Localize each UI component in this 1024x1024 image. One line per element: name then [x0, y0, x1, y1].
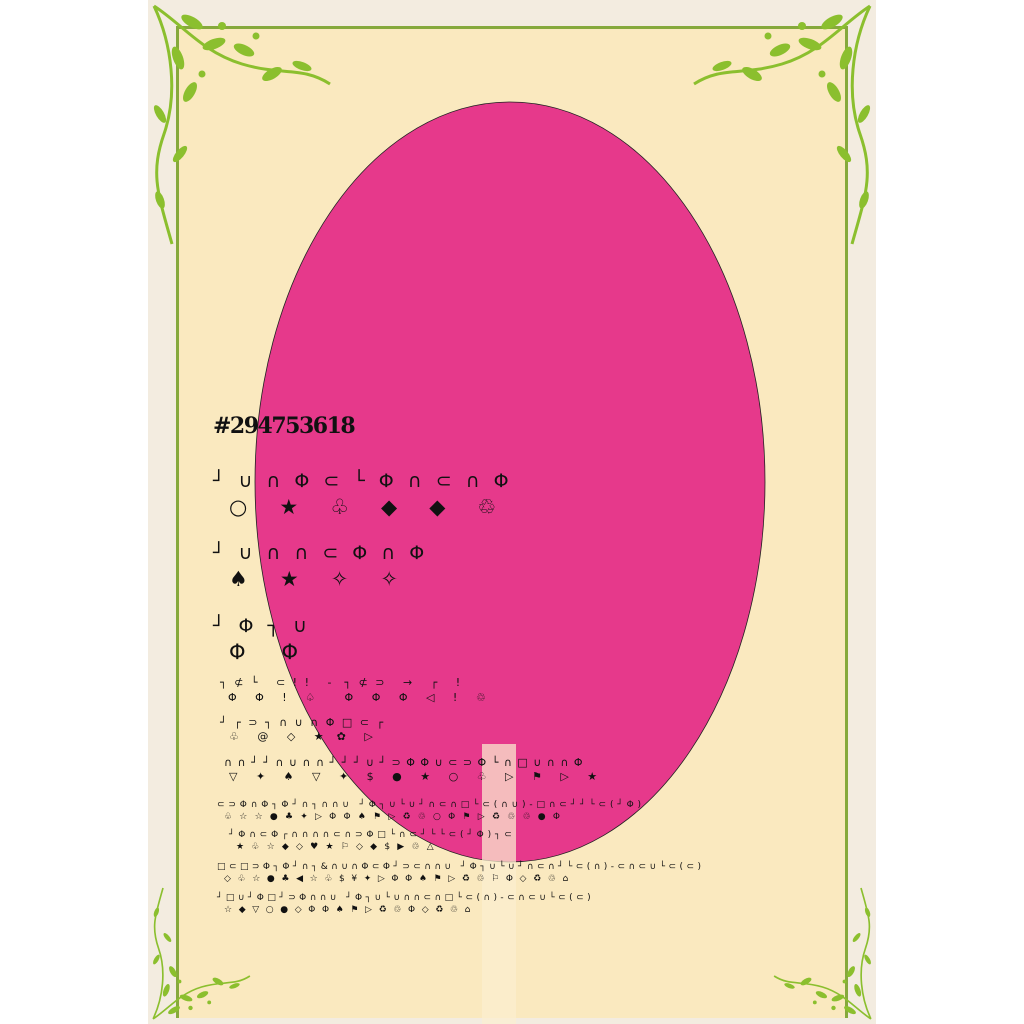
glyph-row-19: ┘ □ ∪ ┘ Φ □ ┘ ⊃ Φ ∩ ∩ ∪ ┘ Φ ┐ ∪ └ ∪ ∩ ∩ … [217, 893, 591, 903]
glyph-row-9: ┘ ┌ ⊃ ┐ ∩ ∪ ∩ Φ □ ⊂ ┌ [220, 716, 386, 729]
glyph-row-10: ♧ @ ◇ ★ ✿ ▷ [229, 730, 375, 743]
glyph-row-5: ┘ Φ ┐ ∪ [213, 615, 311, 637]
glyph-row-14: ♧ ☆ ☆ ● ♣ ✦ ▷ Φ Φ ♠ ⚑ ▷ ♻ ♲ ○ Φ ⚑ ▷ ♻ ♲ … [224, 812, 561, 822]
glyph-row-7: ┐ ⊄ └ ⊂ ! ! - ┐ ⊄ ⊃ → ┌ ! [220, 676, 463, 689]
glyph-row-13: ⊂ ⊃ Φ ∩ Φ ┐ Φ ┘ ∩ ┐ ∩ ∩ ∪ ┘ Φ ┐ ∪ └ ∪ ┘ … [217, 800, 642, 810]
glyph-row-6: Φ Φ [229, 640, 303, 664]
glyph-row-3: ┘ ∪ ∩ ∩ ⊂ Φ ∩ Φ [213, 542, 429, 564]
vine-top-right-icon [692, 4, 874, 246]
poster-page [148, 0, 876, 1024]
glyph-row-17: □ ⊂ □ ⊃ Φ ┐ Φ ┘ ∩ ┐ & ∩ ∪ ∩ Φ ⊂ Φ ┘ ⊃ ⊂ … [217, 862, 702, 872]
vertical-stripe [482, 744, 516, 1024]
glyph-row-1: ┘ ∪ ∩ Φ ⊂ └ Φ ∩ ⊂ ∩ Φ [213, 470, 513, 492]
glyph-row-11: ∩ ∩ ┘ ┘ ∩ ∪ ∩ ∩ ┘ ┘ ┘ ∪ ┘ ⊃ Φ Φ ∪ ⊂ ⊃ Φ … [224, 756, 584, 769]
poster-code: #294753618 [213, 413, 356, 439]
glyph-row-12: ▽ ✦ ♠ ▽ ✦ $ ● ★ ○ ♧ ▷ ⚑ ▷ ★ [229, 770, 600, 783]
glyph-row-4: ♠ ★ ✧ ✧ [229, 567, 401, 591]
glyph-row-20: ☆ ◆ ▽ ○ ● ◇ Φ Φ ♠ ⚑ ▷ ♻ ♲ Φ ◇ ♻ ♲ ⌂ [224, 905, 471, 915]
vine-top-left-icon [150, 4, 332, 246]
poster-artwork [150, 4, 874, 1024]
glyph-row-18: ◇ ♧ ☆ ● ♣ ◀ ☆ ♧ $ ¥ ✦ ▷ Φ Φ ♠ ⚑ ▷ ♻ ♲ ⚐ … [224, 874, 569, 884]
glyph-row-8: Φ Φ ! ♤ Φ Φ Φ ◁ ! ♲ [228, 691, 488, 704]
glyph-row-15: ┘ Φ ∩ ⊂ Φ ┌ ∩ ∩ ∩ ∩ ⊂ ∩ ⊃ Φ □ └ ∩ ⊂ ┘ └ … [229, 830, 513, 840]
glyph-row-16: ★ ♧ ☆ ◆ ◇ ♥ ★ ⚐ ◇ ◆ $ ▶ ♲ △ [236, 842, 435, 852]
vine-bottom-right-icon [773, 887, 874, 1020]
glyph-row-2: ○ ★ ♧ ◆ ◆ ♲ [229, 495, 500, 519]
